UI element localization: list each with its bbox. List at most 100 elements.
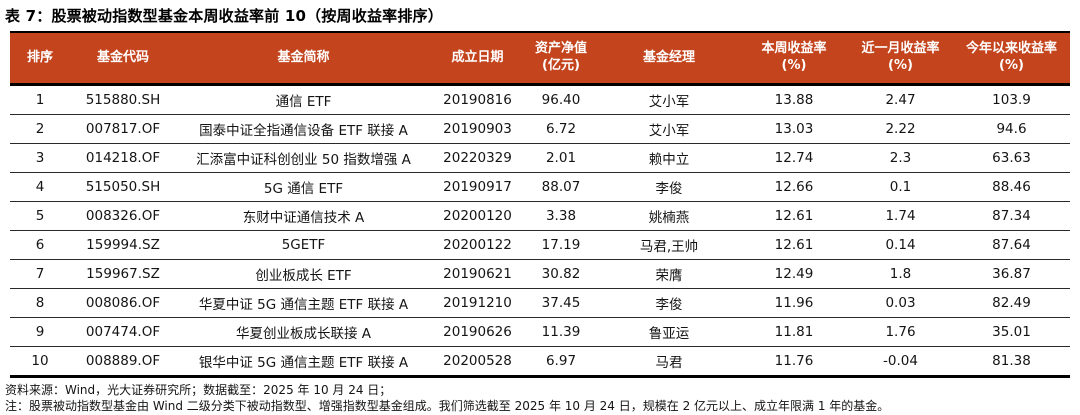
column-header-7: 近一月收益率 (%)	[848, 31, 953, 86]
methodology-note: 注：股票被动指数型基金由 Wind 二级分类下被动指数型、增强指数型基金组成。我…	[5, 398, 890, 413]
cell-r1-c1: 515880.SH	[70, 84, 176, 115]
cell-r7-c0: 7	[10, 259, 70, 289]
column-header-3: 成立日期	[431, 31, 524, 86]
column-header-2: 基金简称	[176, 31, 431, 86]
cell-r9-c0: 9	[10, 317, 70, 347]
cell-r8-c8: 82.49	[953, 288, 1070, 318]
cell-r2-c0: 2	[10, 114, 70, 144]
cell-r8-c3: 20191210	[431, 288, 524, 318]
table-row-5: 5 008326.OF 东财中证通信技术 A 20200120 3.38 姚楠燕 12.61…	[10, 201, 1070, 231]
cell-r4-c7: 0.1	[848, 172, 953, 202]
cell-r9-c3: 20190626	[431, 317, 524, 347]
cell-r4-c3: 20190917	[431, 172, 524, 202]
fund-ranking-table: 排序 基金代码 基金简称 成立日期 资产净值 (亿元) 基金经理 本周收益率 (%) 近一月收益率…	[10, 31, 1070, 378]
table-row-8: 8 008086.OF 华夏中证 5G 通信主题 ETF 联接 A 20191210 3…	[10, 288, 1070, 318]
cell-r1-c4: 96.40	[524, 84, 598, 115]
cell-r5-c7: 1.74	[848, 201, 953, 231]
cell-r5-c4: 3.38	[524, 201, 598, 231]
table-title: 表 7：股票被动指数型基金本周收益率前 10（按周收益率排序）	[5, 7, 443, 25]
table-row-4: 4 515050.SH 5G 通信 ETF 20190917 88.07 李俊 12.66 0…	[10, 172, 1070, 202]
cell-r6-c4: 17.19	[524, 230, 598, 260]
column-header-1: 基金代码	[70, 31, 176, 86]
cell-r9-c2: 华夏创业板成长联接 A	[176, 317, 431, 347]
cell-r6-c8: 87.64	[953, 230, 1070, 260]
cell-r8-c6: 11.96	[740, 288, 848, 318]
column-header-4: 资产净值 (亿元)	[524, 31, 598, 86]
column-header-8: 今年以来收益率 (%)	[953, 31, 1070, 86]
cell-r10-c8: 81.38	[953, 346, 1070, 378]
cell-r10-c5: 马君	[598, 346, 740, 378]
cell-r7-c3: 20190621	[431, 259, 524, 289]
cell-r1-c8: 103.9	[953, 84, 1070, 115]
table-row-6: 6 159994.SZ 5GETF 20200122 17.19 马君,王帅 12.61 0.…	[10, 230, 1070, 260]
cell-r3-c1: 014218.OF	[70, 143, 176, 173]
table-row-1: 1 515880.SH 通信 ETF 20190816 96.40 艾小军 13.88 2.4…	[10, 84, 1070, 115]
cell-r7-c7: 1.8	[848, 259, 953, 289]
cell-r8-c1: 008086.OF	[70, 288, 176, 318]
table-row-2: 2 007817.OF 国泰中证全指通信设备 ETF 联接 A 20190903 6.7…	[10, 114, 1070, 144]
cell-r7-c5: 荣膺	[598, 259, 740, 289]
table-row-10: 10 008889.OF 银华中证 5G 通信主题 ETF 联接 A 20200528…	[10, 346, 1070, 378]
cell-r1-c2: 通信 ETF	[176, 84, 431, 115]
cell-r2-c6: 13.03	[740, 114, 848, 144]
cell-r6-c5: 马君,王帅	[598, 230, 740, 260]
cell-r2-c5: 艾小军	[598, 114, 740, 144]
cell-r9-c1: 007474.OF	[70, 317, 176, 347]
cell-r9-c4: 11.39	[524, 317, 598, 347]
cell-r8-c4: 37.45	[524, 288, 598, 318]
cell-r5-c5: 姚楠燕	[598, 201, 740, 231]
column-header-0: 排序	[10, 31, 70, 86]
cell-r5-c8: 87.34	[953, 201, 1070, 231]
cell-r8-c7: 0.03	[848, 288, 953, 318]
cell-r10-c0: 10	[10, 346, 70, 378]
cell-r7-c6: 12.49	[740, 259, 848, 289]
cell-r6-c7: 0.14	[848, 230, 953, 260]
cell-r10-c1: 008889.OF	[70, 346, 176, 378]
table-row-7: 7 159967.SZ 创业板成长 ETF 20190621 30.82 荣膺 12.49 1…	[10, 259, 1070, 289]
cell-r10-c7: -0.04	[848, 346, 953, 378]
cell-r4-c1: 515050.SH	[70, 172, 176, 202]
cell-r6-c2: 5GETF	[176, 230, 431, 260]
cell-r3-c2: 汇添富中证科创创业 50 指数增强 A	[176, 143, 431, 173]
cell-r8-c0: 8	[10, 288, 70, 318]
cell-r1-c3: 20190816	[431, 84, 524, 115]
source-note: 资料来源：Wind，光大证券研究所；数据截至：2025 年 10 月 24 日；	[5, 383, 392, 397]
cell-r5-c0: 5	[10, 201, 70, 231]
cell-r7-c4: 30.82	[524, 259, 598, 289]
cell-r3-c4: 2.01	[524, 143, 598, 173]
cell-r9-c6: 11.81	[740, 317, 848, 347]
header-row: 排序 基金代码 基金简称 成立日期 资产净值 (亿元) 基金经理 本周收益率 (%) 近一月收益率…	[10, 31, 1070, 86]
table-row-9: 9 007474.OF 华夏创业板成长联接 A 20190626 11.39 鲁亚运 11.…	[10, 317, 1070, 347]
cell-r6-c3: 20200122	[431, 230, 524, 260]
cell-r9-c7: 1.76	[848, 317, 953, 347]
cell-r3-c5: 赖中立	[598, 143, 740, 173]
cell-r2-c8: 94.6	[953, 114, 1070, 144]
cell-r5-c2: 东财中证通信技术 A	[176, 201, 431, 231]
cell-r5-c3: 20200120	[431, 201, 524, 231]
cell-r7-c2: 创业板成长 ETF	[176, 259, 431, 289]
table-row-3: 3 014218.OF 汇添富中证科创创业 50 指数增强 A 20220329 2.0…	[10, 143, 1070, 173]
cell-r9-c5: 鲁亚运	[598, 317, 740, 347]
table-footnotes: 资料来源：Wind，光大证券研究所；数据截至：2025 年 10 月 24 日；…	[5, 383, 1075, 415]
cell-r1-c5: 艾小军	[598, 84, 740, 115]
cell-r9-c8: 35.01	[953, 317, 1070, 347]
cell-r6-c6: 12.61	[740, 230, 848, 260]
cell-r3-c7: 2.3	[848, 143, 953, 173]
cell-r10-c3: 20200528	[431, 346, 524, 378]
cell-r4-c0: 4	[10, 172, 70, 202]
table-header: 排序 基金代码 基金简称 成立日期 资产净值 (亿元) 基金经理 本周收益率 (%) 近一月收益率…	[10, 31, 1070, 86]
cell-r8-c2: 华夏中证 5G 通信主题 ETF 联接 A	[176, 288, 431, 318]
cell-r6-c1: 159994.SZ	[70, 230, 176, 260]
cell-r2-c2: 国泰中证全指通信设备 ETF 联接 A	[176, 114, 431, 144]
cell-r4-c5: 李俊	[598, 172, 740, 202]
cell-r4-c6: 12.66	[740, 172, 848, 202]
cell-r2-c1: 007817.OF	[70, 114, 176, 144]
cell-r10-c6: 11.76	[740, 346, 848, 378]
cell-r7-c8: 36.87	[953, 259, 1070, 289]
cell-r10-c4: 6.97	[524, 346, 598, 378]
cell-r4-c8: 88.46	[953, 172, 1070, 202]
cell-r6-c0: 6	[10, 230, 70, 260]
column-header-6: 本周收益率 (%)	[740, 31, 848, 86]
cell-r3-c0: 3	[10, 143, 70, 173]
